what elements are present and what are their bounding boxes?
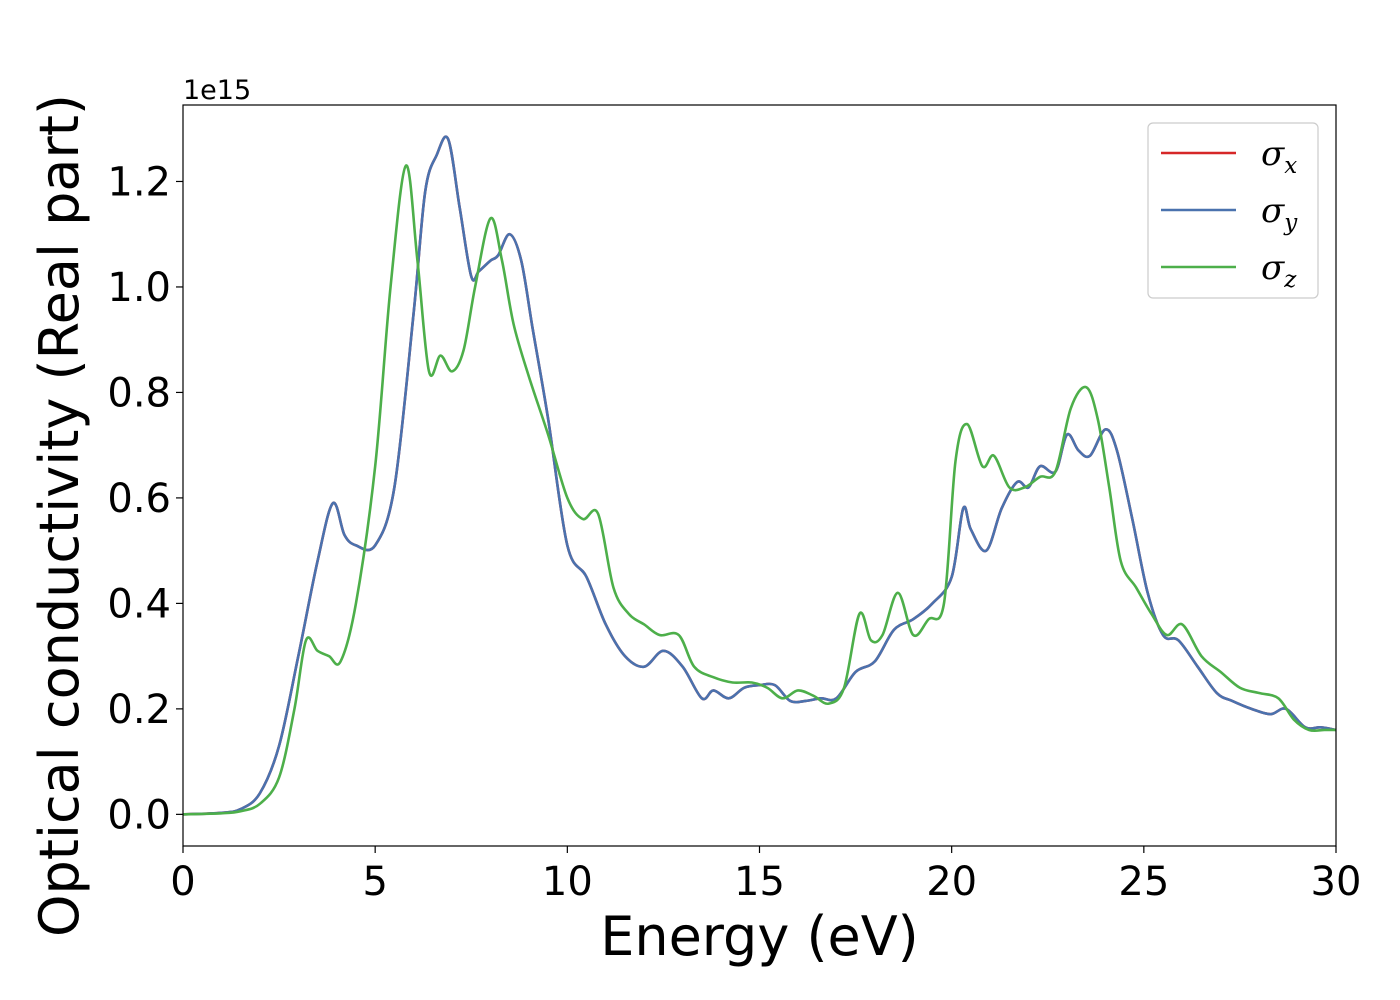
legend-symbol: σ (1261, 134, 1285, 174)
x-tick-label: 20 (926, 859, 977, 905)
y-tick-label: 0.8 (107, 370, 171, 416)
legend-label-z: σz (1261, 248, 1297, 293)
y-tick-label: 0.2 (107, 687, 171, 733)
legend-subscript: x (1284, 153, 1297, 179)
y-tick-label: 0.6 (107, 476, 171, 522)
x-axis-title: Energy (eV) (600, 905, 919, 968)
y-axis-title: Optical conductivity (Real part) (28, 94, 91, 937)
y-tick-label: 0.4 (107, 581, 171, 627)
x-tick-label: 10 (542, 859, 593, 905)
legend-symbol: σ (1261, 248, 1285, 288)
y-tick-label: 1.0 (107, 265, 171, 311)
series-layer (183, 135, 1336, 816)
series-line-y (183, 135, 1336, 816)
x-tick-label: 0 (170, 859, 195, 905)
y-tick-label: 0.0 (107, 792, 171, 838)
y-offset-label: 1e15 (183, 75, 251, 106)
series-line-z (183, 164, 1336, 816)
legend-subscript: z (1283, 267, 1297, 293)
legend-subscript: y (1283, 210, 1298, 236)
x-tick-label: 30 (1311, 859, 1362, 905)
x-tick-label: 15 (734, 859, 785, 905)
legend-label-x: σx (1261, 134, 1297, 179)
legend-symbol: σ (1261, 191, 1285, 231)
x-tick-label: 5 (362, 859, 387, 905)
legend-label-y: σy (1261, 191, 1298, 236)
x-axis-ticks: 0 5 10 15 20 25 30 (170, 846, 1361, 905)
y-tick-label: 1.2 (107, 159, 171, 205)
x-tick-label: 25 (1118, 859, 1169, 905)
y-axis-ticks: 0.0 0.2 0.4 0.6 0.8 1.0 1.2 (107, 159, 183, 838)
